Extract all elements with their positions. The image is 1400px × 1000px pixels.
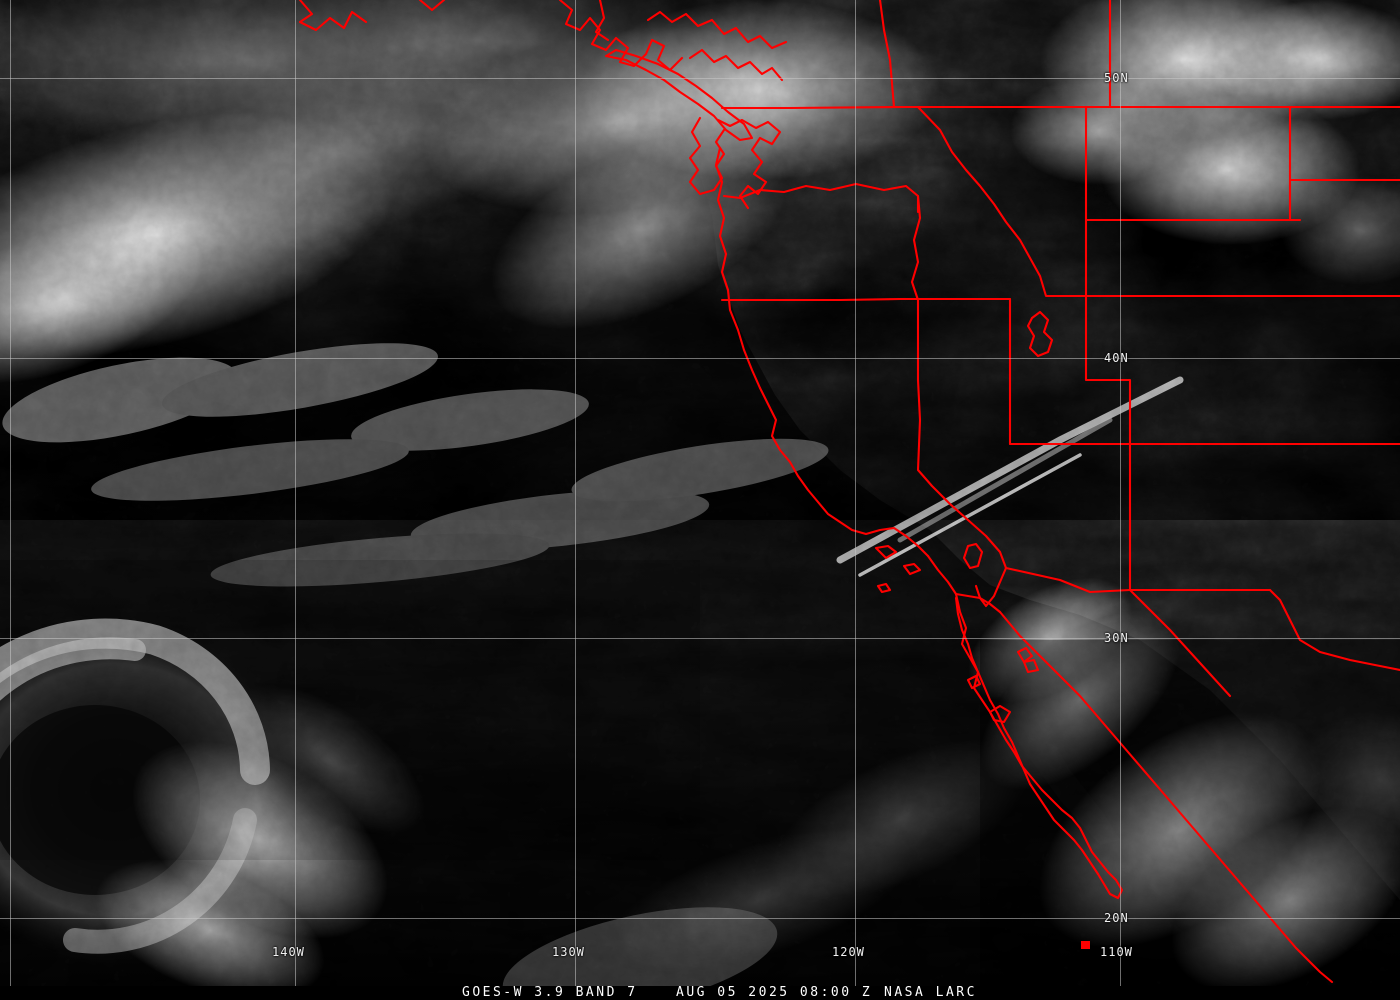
grid-label-lon-120w: 120W (832, 945, 865, 959)
grid-label-lon-130w: 130W (552, 945, 585, 959)
grid-label-lon-110w: 110W (1100, 945, 1133, 959)
footer-agency-label: NASA LARC (884, 985, 977, 1000)
grid-label-lat-30n: 30N (1104, 631, 1129, 645)
footer-product-label: GOES-W 3.9 BAND 7 (462, 985, 638, 1000)
grid-label-lat-40n: 40N (1104, 351, 1129, 365)
map-borders-overlay (298, 0, 1400, 984)
grid-label-lat-20n: 20N (1104, 911, 1129, 925)
footer-datetime-label: AUG 05 2025 08:00 Z (676, 985, 873, 1000)
grid-label-lon-140w: 140W (272, 945, 305, 959)
grid-label-lat-50n: 50N (1104, 71, 1129, 85)
footer-bar (0, 986, 1400, 1000)
footer-annotation: GOES-W 3.9 BAND 7 AUG 05 2025 08:00 Z NA… (0, 986, 1400, 1000)
